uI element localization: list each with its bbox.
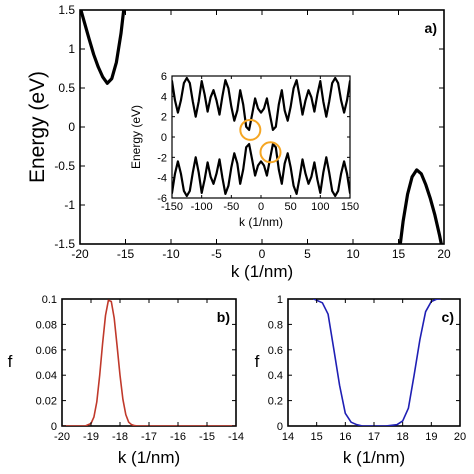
panel-b-label: b) xyxy=(217,309,230,325)
panel-b-y-label: f xyxy=(8,352,13,371)
panel-c-x-label: k (1/nm) xyxy=(343,448,405,467)
panel-a-y-ticks: 1.5 1 0.5 0 -0.5 -1 -1.5 xyxy=(54,3,444,251)
panel-c-y-tick-label: 1 xyxy=(277,294,283,306)
panel-a-x-tick-label: 10 xyxy=(346,247,360,261)
inset-highlight-circles xyxy=(239,118,282,164)
inset-series-line-1 xyxy=(172,76,350,131)
panel-b-series-line-1 xyxy=(62,299,236,426)
panel-a-y-tick-label: 1.5 xyxy=(58,3,75,17)
panel-a-x-tick-label: -15 xyxy=(117,247,135,261)
panel-a-x-tick-label: 0 xyxy=(259,247,266,261)
inset-y-tick-label: -4 xyxy=(157,173,167,185)
panel-c-x-tick-label: 16 xyxy=(339,431,351,443)
inset-y-tick-label: 6 xyxy=(161,71,167,83)
inset-y-tick-label: -2 xyxy=(157,152,167,164)
inset-highlight-circle xyxy=(239,118,262,141)
panel-c-x-ticks: 14 15 16 17 18 19 20 xyxy=(282,299,466,443)
inset-x-ticks: -150 -100 -50 0 50 100 150 xyxy=(161,76,359,213)
panel-c-y-tick-label: 0.8 xyxy=(268,319,283,331)
inset-x-tick-label: 150 xyxy=(341,201,359,213)
panel-b-frame xyxy=(61,298,237,427)
panel-b-x-label: k (1/nm) xyxy=(118,448,180,467)
panel-c-y-tick-label: 0.4 xyxy=(268,370,283,382)
inset-y-tick-label: 2 xyxy=(161,112,167,124)
panel-c-y-tick-label: 0.6 xyxy=(268,345,283,357)
panel-c-y-label: f xyxy=(255,352,260,371)
panel-b-x-ticks: -20 -19 -18 -17 -16 -15 -14 xyxy=(54,299,244,443)
inset-background xyxy=(172,76,350,198)
inset-y-tick-label: 0 xyxy=(161,132,167,144)
panel-c-x-tick-label: 20 xyxy=(454,431,466,443)
panel-a-x-label: k (1/nm) xyxy=(231,262,293,281)
inset-x-tick-label: 0 xyxy=(258,201,264,213)
panel-b-x-tick-label: -16 xyxy=(170,431,186,443)
panel-c-series xyxy=(312,299,441,426)
inset-x-tick-label: -100 xyxy=(191,201,213,213)
panel-c-x-tick-label: 18 xyxy=(397,431,409,443)
inset-series xyxy=(172,76,350,198)
panel-a-y-tick-label: -1.5 xyxy=(54,237,75,251)
panel-a-x-tick-label: 5 xyxy=(304,247,311,261)
panel-a-x-tick-label: 15 xyxy=(392,247,406,261)
panel-a-y-tick-label: -0.5 xyxy=(54,159,75,173)
panel-a-x-tick-label: -20 xyxy=(71,247,89,261)
panel-c-frame xyxy=(287,298,461,427)
panel-a-series xyxy=(80,10,443,244)
inset-series-line-2 xyxy=(172,143,350,198)
panel-b-x-tick-label: -14 xyxy=(228,431,244,443)
inset-x-tick-label: -50 xyxy=(223,201,239,213)
inset-y-label: Energy (eV) xyxy=(129,105,143,169)
panel-a: -20 -15 -10 -5 0 5 10 15 20 1.510.50-0.5-1-1.5 a… xyxy=(26,3,451,281)
panel-b-x-tick-label: -15 xyxy=(199,431,215,443)
inset-y-tick-label: -6 xyxy=(157,193,167,205)
panel-c-x-tick-label: 19 xyxy=(425,431,437,443)
panel-a-y-tick-label: -1 xyxy=(64,198,75,212)
panel-c-y-tick-label: 0 xyxy=(277,421,283,433)
panel-c: 14 15 16 17 18 19 20 1 0.8 0.6 0.4 0.2 0 c) k (1/nm… xyxy=(255,294,466,467)
panel-b-y-tick-label: 0.04 xyxy=(36,370,57,382)
panel-b-y-tick-label: 0.08 xyxy=(36,319,57,331)
panel-a-x-tick-label: 20 xyxy=(437,247,451,261)
panel-c-x-tick-label: 15 xyxy=(311,431,323,443)
panel-b: -20 -19 -18 -17 -16 -15 -14 0.1 0.08 0.06 0.04 0.0… xyxy=(8,294,244,467)
panel-b-series xyxy=(62,299,236,426)
panel-c-label: c) xyxy=(442,309,454,325)
panel-a-y-tick-label: 0.5 xyxy=(58,81,75,95)
panel-c-x-tick-label: 17 xyxy=(368,431,380,443)
panel-a-y-label: Energy (eV) xyxy=(26,71,49,183)
panel-a-x-tick-label: -5 xyxy=(211,247,222,261)
panel-b-x-tick-label: -19 xyxy=(83,431,99,443)
panel-c-y-ticks: 1 0.8 0.6 0.4 0.2 0 xyxy=(268,294,460,433)
panel-a-series-line-2 xyxy=(398,168,443,244)
panel-b-y-tick-label: 0.1 xyxy=(42,294,57,306)
inset-highlight-circle xyxy=(259,141,282,164)
panel-a-x-tick-label: -10 xyxy=(162,247,180,261)
inset-x-tick-label: 100 xyxy=(311,201,329,213)
panel-c-y-tick-label: 0.2 xyxy=(268,396,283,408)
inset-y-tick-label: 4 xyxy=(161,91,167,103)
panel-a-y-tick-label: 1 xyxy=(68,42,75,56)
inset-x-tick-label: -150 xyxy=(161,201,183,213)
panel-b-x-tick-label: -20 xyxy=(54,431,70,443)
panel-c-series-line-1 xyxy=(312,299,441,426)
panel-b-x-tick-label: -17 xyxy=(141,431,157,443)
panel-b-y-tick-label: 0 xyxy=(51,421,57,433)
panel-a-series-line-1 xyxy=(80,10,126,85)
panel-a-label: a) xyxy=(425,20,437,36)
inset-plot: -150 -100 -50 0 50 100 150 6 4 2 0 -2 -4 -6 k (1/nm)… xyxy=(129,71,359,229)
panel-c-x-tick-label: 14 xyxy=(282,431,294,443)
panel-b-x-tick-label: -18 xyxy=(112,431,128,443)
inset-x-tick-label: 50 xyxy=(285,201,297,213)
inset-x-label: k (1/nm) xyxy=(239,215,283,229)
panel-a-x-ticks: -20 -15 -10 -5 0 5 10 15 20 xyxy=(71,10,451,261)
panel-b-y-tick-label: 0.02 xyxy=(36,396,57,408)
inset-y-ticks: 6 4 2 0 -2 -4 -6 xyxy=(157,71,350,205)
panel-a-y-tick-label: 0 xyxy=(68,120,75,134)
panel-b-y-ticks: 0.1 0.08 0.06 0.04 0.02 0 xyxy=(36,294,236,433)
panel-b-y-tick-label: 0.06 xyxy=(36,345,57,357)
